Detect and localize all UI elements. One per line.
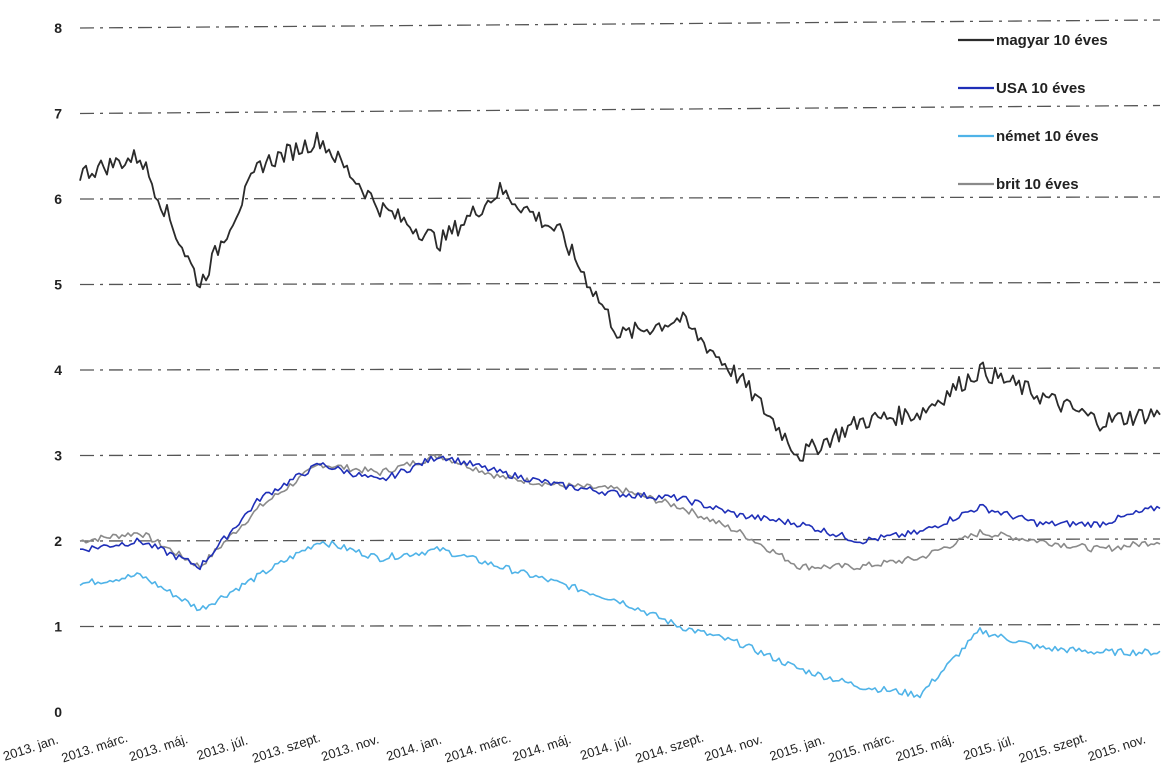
gridline xyxy=(79,367,1161,371)
legend: magyar 10 éves USA 10 éves német 10 éves br… xyxy=(958,32,1108,193)
legend-entry: brit 10 éves xyxy=(996,176,1079,193)
x-tick-label: 2014. márc. xyxy=(443,730,513,765)
x-tick-label: 2013. szept. xyxy=(250,730,322,766)
x-tick-label: 2015. márc. xyxy=(826,730,896,765)
gridline xyxy=(79,196,1161,200)
gridline xyxy=(79,19,1161,29)
x-tick-label: 2013. júl. xyxy=(195,732,250,763)
x-tick-label: 2014. nov. xyxy=(703,731,764,764)
gridline xyxy=(79,281,1161,286)
y-tick-label: 6 xyxy=(54,191,62,207)
series-line-2 xyxy=(80,455,1161,571)
x-tick-label: 2014. júl. xyxy=(578,732,633,763)
legend-entry: magyar 10 éves xyxy=(996,32,1108,49)
x-axis-ticks: 2013. jan. 2013. márc.2013. máj. 2013. júl… xyxy=(1,730,1147,766)
gridline xyxy=(79,452,1161,457)
legend-entry: német 10 éves xyxy=(996,128,1099,145)
x-tick-label: 2015. szept. xyxy=(1017,730,1089,766)
x-tick-label: 2015. júl. xyxy=(961,732,1016,763)
series-line-1 xyxy=(79,131,1161,462)
y-tick-label: 8 xyxy=(54,20,62,36)
x-tick-label: 2015. nov. xyxy=(1086,731,1147,764)
y-tick-label: 4 xyxy=(54,362,62,378)
series-line-4 xyxy=(79,454,1161,571)
gridline xyxy=(79,104,1161,115)
y-tick-label: 0 xyxy=(54,704,62,720)
series-lines xyxy=(79,131,1161,699)
y-tick-label: 5 xyxy=(54,277,62,293)
legend-entry: USA 10 éves xyxy=(996,80,1086,97)
y-tick-label: 1 xyxy=(54,619,62,635)
x-tick-label: 2013. máj. xyxy=(127,731,189,764)
x-tick-label: 2015. máj. xyxy=(894,731,956,764)
x-tick-label: 2015. jan. xyxy=(768,732,827,764)
y-tick-label: 2 xyxy=(54,533,62,549)
y-tick-label: 7 xyxy=(54,106,62,122)
y-axis-ticks: 0 1 2 3 4 5 6 7 8 xyxy=(54,20,62,720)
y-tick-label: 3 xyxy=(54,448,62,464)
x-tick-label: 2013. jan. xyxy=(1,732,60,764)
x-tick-label: 2014. szept. xyxy=(633,730,705,766)
x-tick-label: 2014. máj. xyxy=(510,731,572,764)
x-tick-label: 2014. jan. xyxy=(384,732,443,764)
gridline xyxy=(79,623,1161,628)
series-line-3 xyxy=(79,540,1161,699)
x-tick-label: 2013. márc. xyxy=(60,730,130,765)
gridline xyxy=(79,538,1161,542)
x-tick-label: 2013. nov. xyxy=(319,731,380,764)
